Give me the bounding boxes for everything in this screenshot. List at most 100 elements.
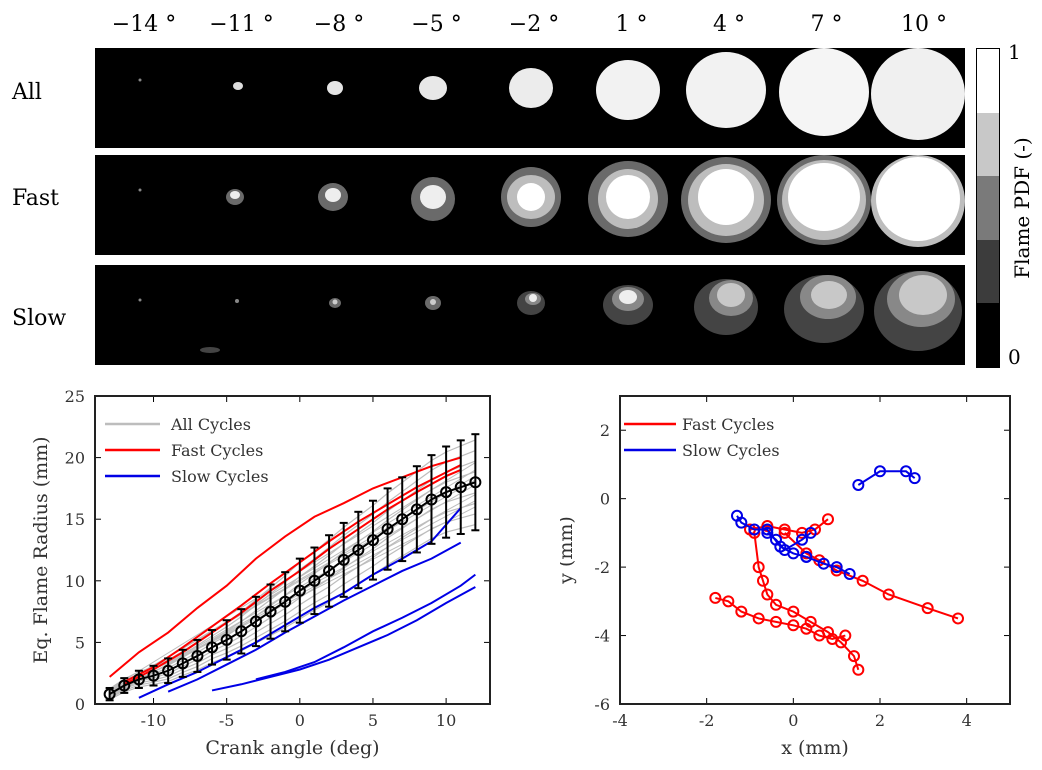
plot-frame [619,395,1011,705]
slow-cycle-point [778,544,791,556]
mean-point [235,625,248,638]
plot-frame [94,395,491,705]
crank-angle-label: −2 ° [508,12,560,37]
fast-cycle-point [778,526,791,539]
slow-cycle-point [804,526,817,539]
fast-cycle-point [882,588,895,601]
y-tick-label: -2 [594,558,610,577]
mean-point [293,584,306,597]
crank-angle-label: −5 ° [411,12,462,37]
slow-cycle-point [761,523,774,536]
row-label-slow: Slow [12,306,67,331]
mean-point [132,673,145,686]
fast-cycle-point [848,650,860,663]
x-tick-label: 4 [962,711,972,730]
mean-point [308,574,321,587]
x-tick-label: 0 [788,711,798,730]
fast-cycle-point [752,561,765,574]
y-tick-label: 20 [65,449,85,468]
slow-cycle-point [908,472,921,485]
mean-point [381,523,394,536]
fast-cycle-point [852,663,865,676]
fast-cycle-point [800,547,813,560]
mean-point [103,688,116,701]
flame-radius-chart: -10 -5 0 5 10 0 5 10 15 20 25 Crank angle (deg) Eq. … [30,387,491,759]
fast-cycle-point [761,588,774,601]
legend-label: Slow Cycles [171,467,269,486]
colorbar-title: Flame PDF (-) [1010,137,1034,279]
legend-label: Fast Cycles [171,441,263,460]
y-axis-label: Eq. Flame Radius (mm) [30,436,52,663]
slow-cycle-point [852,478,865,491]
all-cycles-line [109,460,476,692]
slow-cycle-point [843,567,856,580]
x-axis-label: x (mm) [781,737,849,759]
slow-cycle-line [211,586,476,692]
x-tick-label: 0 [295,711,305,730]
crank-angle-label: −11 ° [209,12,274,37]
mean-point [440,486,453,499]
mean-point [410,503,423,516]
slow-cycle-point [735,516,748,529]
y-tick-label: 2 [600,421,610,440]
x-axis-label: Crank angle (deg) [205,737,379,759]
y-tick-label: -4 [594,627,610,646]
y-tick-label: -6 [594,695,610,714]
slow-cycle-point [796,533,808,546]
slow-cycle-point [770,533,782,546]
mean-point [454,481,467,494]
colorbar-min-label: 0 [1008,345,1021,369]
all-cycles-line [109,439,476,690]
y-axis-label: y (mm) [560,516,577,585]
fast-cycle-point [822,513,834,526]
legend-label: Fast Cycles [682,415,774,434]
fast-cycle-point [856,574,869,587]
fast-cycle-point [796,526,808,539]
slow-cycle-track [805,555,851,575]
mean-point [249,615,262,628]
slow-cycle-line [255,573,476,681]
fast-cycle-point [787,619,800,632]
fast-cycle-track [749,518,829,534]
colorbar-level-1 [977,49,999,113]
mean-point [337,553,350,566]
slow-cycle-point [830,561,843,574]
mean-point [366,534,379,547]
row-label-fast: Fast [12,186,60,211]
fast-cycle-line [108,456,462,678]
crank-angle-label: 1 ° [615,12,648,37]
colorbar-max-label: 1 [1008,40,1021,64]
slow-cycle-point [900,465,912,478]
crank-angle-label: −8 ° [313,12,365,37]
fast-cycle-point [921,602,934,615]
flame-pdf-colorbar [976,48,1000,368]
mean-point [147,669,160,682]
row-label-all: All [12,80,42,105]
slow-cycle-point [761,526,774,539]
fast-cycle-point [709,591,722,604]
mean-point [264,605,277,618]
x-tick-label: -5 [219,711,235,730]
all-cycles-line [109,523,476,701]
slow-cycle-track [766,532,812,552]
y-tick-label: 0 [600,490,610,509]
legend-label: Slow Cycles [682,441,780,460]
x-tick-label: -2 [699,711,715,730]
all-cycles-line [109,506,476,695]
flame-strip-all [95,48,965,148]
mean-point [425,493,438,506]
slow-cycle-line [167,541,462,693]
slow-cycle-track [736,515,807,558]
slow-cycle-point [817,557,830,570]
mean-point [176,657,189,670]
x-tick-label: -4 [612,711,628,730]
legend-label: All Cycles [170,415,251,434]
mean-point [162,664,175,677]
x-tick-label: -10 [141,711,167,730]
fast-cycle-point [757,574,769,587]
fast-cycle-point [835,636,847,649]
x-tick-label: 5 [368,711,378,730]
all-cycles-line [109,492,476,697]
mean-point [220,633,233,646]
